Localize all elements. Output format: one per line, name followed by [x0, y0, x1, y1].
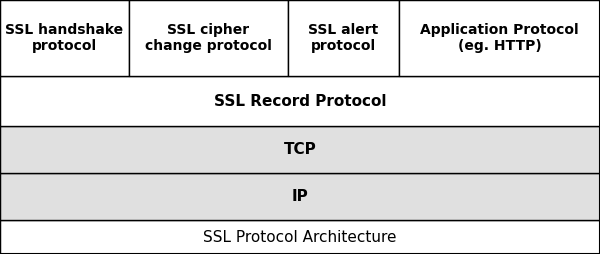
Text: TCP: TCP: [284, 142, 316, 157]
Bar: [0, 126, 600, 173]
Text: SSL cipher
change protocol: SSL cipher change protocol: [145, 23, 272, 53]
Bar: [288, 0, 399, 76]
Bar: [0, 173, 600, 220]
Text: IP: IP: [292, 189, 308, 204]
Bar: [0, 220, 600, 254]
Bar: [129, 0, 288, 76]
Text: SSL Protocol Architecture: SSL Protocol Architecture: [203, 230, 397, 245]
Bar: [399, 0, 600, 76]
Text: Application Protocol
(eg. HTTP): Application Protocol (eg. HTTP): [420, 23, 579, 53]
Text: SSL handshake
protocol: SSL handshake protocol: [5, 23, 124, 53]
Text: SSL alert
protocol: SSL alert protocol: [308, 23, 379, 53]
Bar: [0, 76, 600, 126]
Text: SSL Record Protocol: SSL Record Protocol: [214, 93, 386, 108]
Bar: [0, 0, 129, 76]
